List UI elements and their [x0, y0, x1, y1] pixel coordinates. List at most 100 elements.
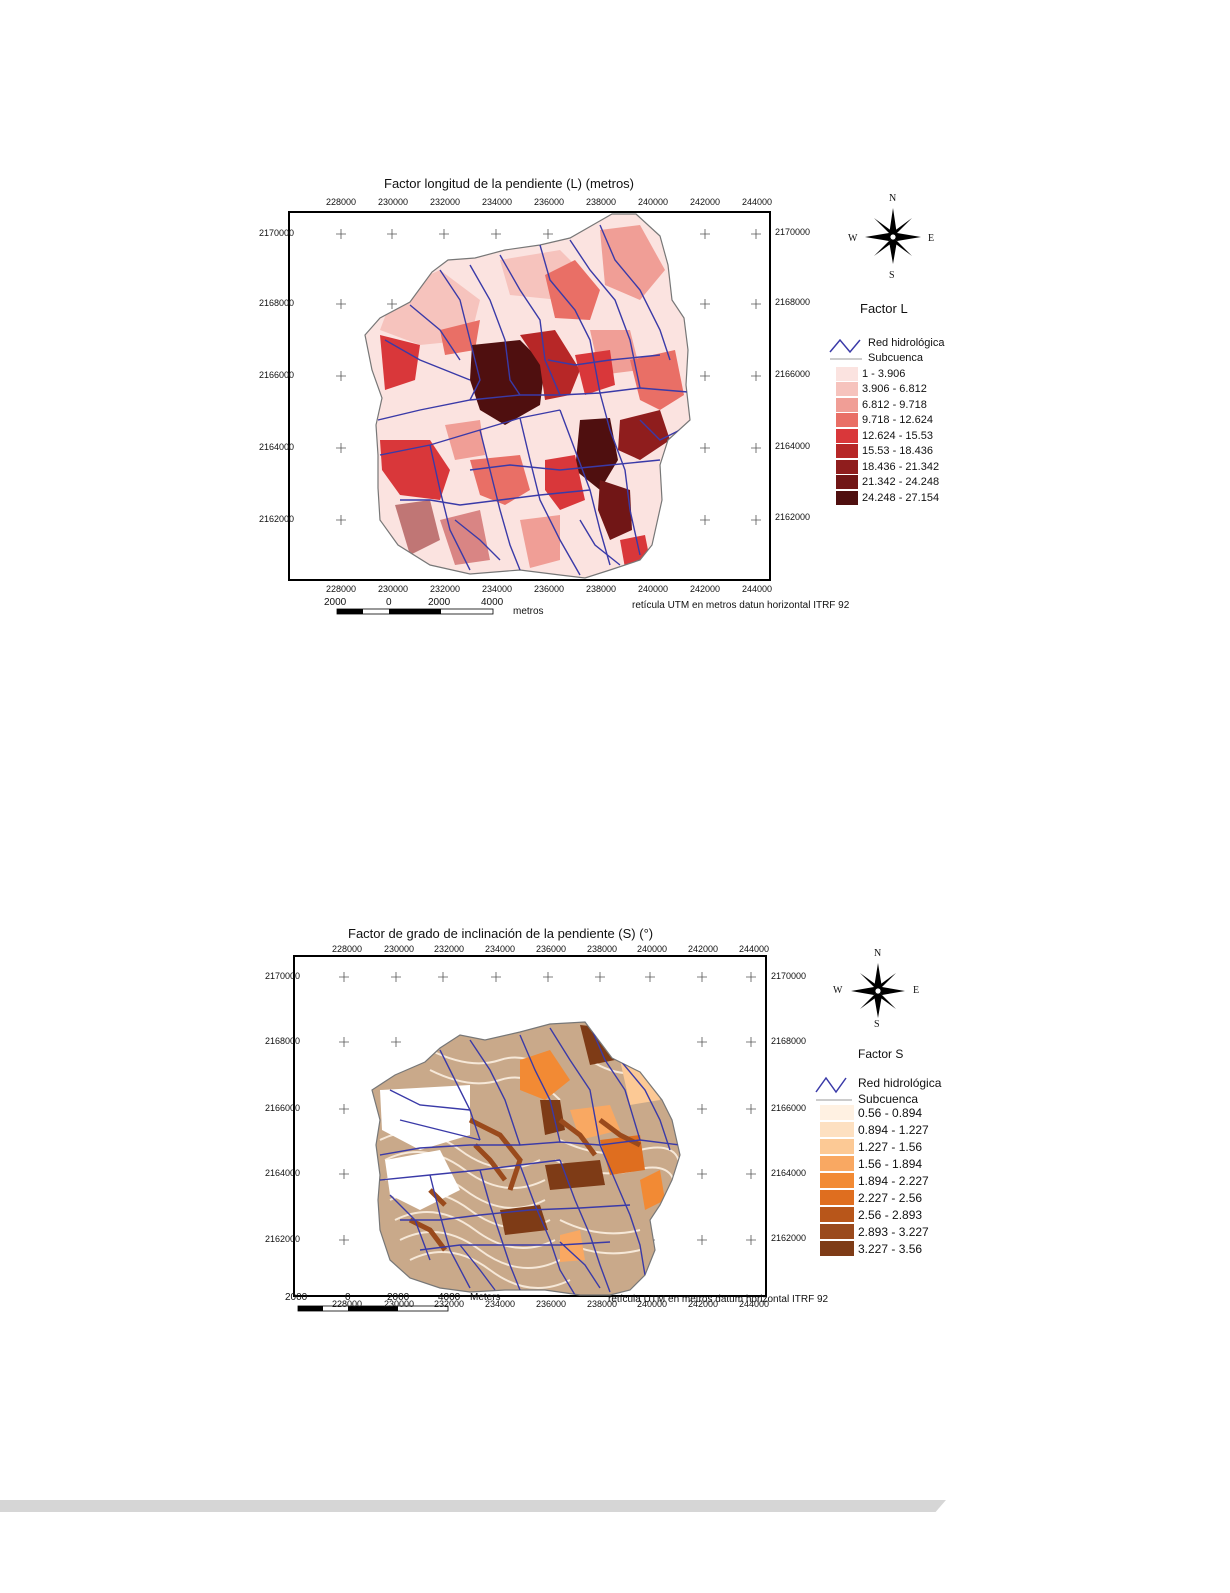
- scale-label: 0: [386, 597, 392, 608]
- datum-note: retícula UTM en metros datum horizontal …: [608, 1294, 829, 1305]
- legend-swatch: [820, 1122, 854, 1137]
- y-tick: 2168000: [264, 1036, 300, 1046]
- legend-class: 2.227 - 2.56: [820, 1190, 922, 1205]
- y-tick: 2166000: [258, 370, 294, 380]
- x-tick: 244000: [739, 944, 770, 954]
- legend-item-river: Red hidrológica: [858, 1076, 941, 1090]
- legend-class-label: 0.894 - 1.227: [858, 1122, 929, 1137]
- x-tick: 240000: [637, 1299, 668, 1309]
- x-tick: 232000: [430, 584, 461, 594]
- scale-label: 2000: [428, 597, 451, 608]
- x-tick: 228000: [332, 944, 363, 954]
- legend-swatch: [836, 475, 858, 489]
- compass-west-label: W: [833, 985, 843, 996]
- legend-item-river: Red hidrológica: [868, 337, 944, 349]
- x-tick: 236000: [536, 1299, 567, 1309]
- legend-title: Factor S: [858, 1047, 904, 1061]
- legend-class: 1 - 3.906: [836, 367, 905, 381]
- x-tick: 232000: [434, 944, 465, 954]
- legend-class-label: 2.56 - 2.893: [858, 1207, 923, 1222]
- scale-unit: Meters: [470, 1292, 501, 1303]
- legend-class-label: 2.227 - 2.56: [858, 1190, 923, 1205]
- legend-class: 1.894 - 2.227: [820, 1173, 929, 1188]
- scale-label: 0: [345, 1292, 351, 1303]
- scale-label: 2000: [324, 597, 347, 608]
- x-tick: 230000: [378, 197, 409, 207]
- page-footer-bar: [0, 1500, 946, 1512]
- map-canvas: [293, 955, 905, 1312]
- legend-swatch: [820, 1190, 854, 1205]
- legend-swatch: [836, 382, 858, 396]
- legend-swatch: [820, 1224, 854, 1239]
- y-tick: 2162000: [771, 1233, 807, 1243]
- legend-class-label: 2.893 - 3.227: [858, 1224, 929, 1239]
- y-tick: 2166000: [264, 1103, 300, 1113]
- legend-class-label: 12.624 - 15.53: [862, 430, 933, 442]
- factor-l-raster: [365, 214, 690, 578]
- y-tick: 2168000: [775, 297, 811, 307]
- compass-south-label: S: [889, 270, 895, 281]
- x-tick: 238000: [587, 1299, 618, 1309]
- legend-class: 18.436 - 21.342: [836, 460, 939, 474]
- legend-class: 12.624 - 15.53: [836, 429, 933, 443]
- y-tick: 2170000: [771, 971, 807, 981]
- legend-class-label: 24.248 - 27.154: [862, 492, 940, 504]
- y-tick: 2170000: [775, 227, 811, 237]
- legend-label: Red hidrológica: [858, 1076, 942, 1090]
- scale-label: 2000: [285, 1292, 308, 1303]
- legend-label: Red hidrológica: [868, 337, 945, 349]
- map-factor-s: Factor de grado de inclinación de la pen…: [0, 920, 1230, 1360]
- river-network: [377, 224, 689, 576]
- x-tick: 244000: [742, 197, 773, 207]
- legend-swatch: [836, 398, 858, 412]
- legend-class: 9.718 - 12.624: [836, 413, 933, 427]
- compass-east-label: E: [913, 985, 920, 996]
- x-tick: 240000: [637, 944, 668, 954]
- legend-class-label: 1.227 - 1.56: [858, 1139, 923, 1154]
- y-tick: 2168000: [258, 298, 294, 308]
- x-tick: 232000: [430, 197, 461, 207]
- legend-swatch: [836, 413, 858, 427]
- y-tick: 2166000: [775, 369, 811, 379]
- x-tick: 228000: [332, 1299, 363, 1309]
- legend-class: 0.894 - 1.227: [820, 1122, 929, 1137]
- legend-class-label: 1 - 3.906: [862, 368, 906, 380]
- compass-north-label: N: [874, 948, 882, 959]
- x-tick: 234000: [482, 197, 513, 207]
- legend-label: Subcuenca: [868, 352, 924, 364]
- legend-class: 0.56 - 0.894: [820, 1105, 922, 1120]
- x-tick: 238000: [587, 944, 618, 954]
- x-tick: 244000: [739, 1299, 770, 1309]
- legend-class: 1.227 - 1.56: [820, 1139, 922, 1154]
- y-tick: 2164000: [775, 441, 811, 451]
- legend-class: 3.906 - 6.812: [836, 382, 927, 396]
- compass-rose: [851, 963, 905, 1018]
- x-tick: 236000: [534, 584, 565, 594]
- datum-note: retícula UTM en metros datun horizontal …: [632, 600, 850, 611]
- x-tick: 238000: [586, 197, 617, 207]
- river-network: [379, 1024, 680, 1295]
- legend-swatch: [836, 491, 858, 505]
- legend-symbols: [829, 338, 862, 360]
- legend-class: 2.56 - 2.893: [820, 1207, 922, 1222]
- compass-south-label: S: [874, 1019, 880, 1030]
- legend-symbols: [815, 1076, 852, 1101]
- legend-class: 2.893 - 3.227: [820, 1224, 929, 1239]
- x-tick: 230000: [384, 1299, 415, 1309]
- legend-class: 6.812 - 9.718: [836, 398, 927, 412]
- legend-class: 24.248 - 27.154: [836, 491, 939, 505]
- legend-label: Subcuenca: [858, 1092, 919, 1106]
- compass-west-label: W: [848, 233, 858, 244]
- y-tick: 2162000: [775, 512, 811, 522]
- legend-swatch: [820, 1241, 854, 1256]
- x-tick: 240000: [638, 584, 669, 594]
- y-tick: 2164000: [258, 442, 294, 452]
- legend-class: 15.53 - 18.436: [836, 444, 933, 458]
- compass-east-label: E: [928, 233, 935, 244]
- legend-class-label: 3.906 - 6.812: [862, 383, 927, 395]
- legend-class-label: 21.342 - 24.248: [862, 476, 940, 488]
- x-tick: 230000: [378, 584, 409, 594]
- y-tick: 2164000: [264, 1168, 300, 1178]
- y-tick: 2162000: [264, 1234, 300, 1244]
- x-tick: 242000: [690, 197, 721, 207]
